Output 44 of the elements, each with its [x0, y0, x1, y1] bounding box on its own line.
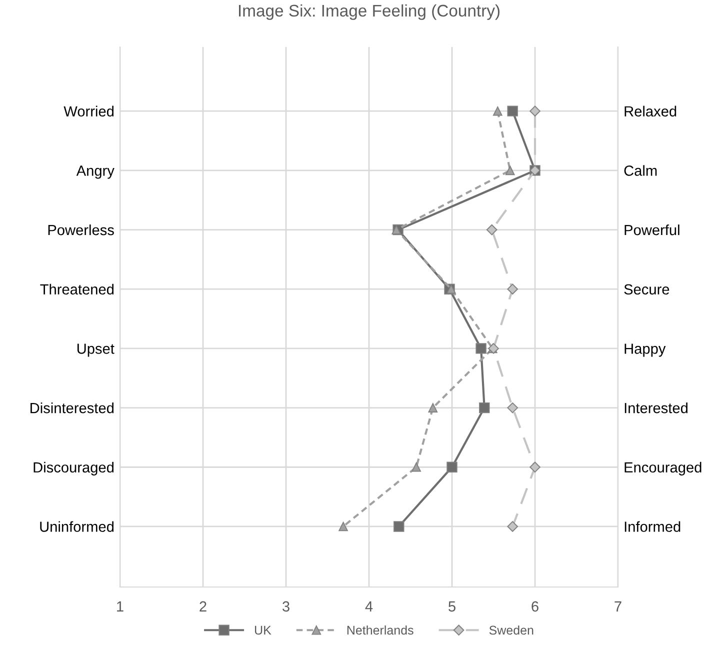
y-tick-label: Angry [76, 166, 114, 179]
y-tick-label: Discouraged [34, 462, 114, 476]
y-tick-label: Uninformed [40, 521, 114, 532]
y2-tick-label: Interested [624, 402, 688, 414]
y2-tick-label: Happy [624, 344, 666, 357]
y-tick-label: Worried [64, 106, 114, 117]
point [446, 284, 456, 294]
y2-tick-label: Relaxed [624, 106, 676, 117]
point [394, 521, 404, 532]
point [507, 106, 518, 116]
x-tick-label: 4 [365, 601, 373, 612]
x-tick-label: 7 [614, 601, 622, 612]
point [507, 521, 518, 532]
y2-tick-label: Informed [624, 521, 680, 532]
legend-label: Sweden [489, 625, 534, 635]
x-tick-label: 6 [532, 601, 538, 612]
y-tick-label: Powerless [48, 224, 114, 236]
y2-tick-label: Secure [624, 284, 670, 295]
point [507, 284, 518, 295]
x-tick-label: 5 [448, 601, 456, 612]
point [505, 166, 515, 176]
point [479, 402, 490, 414]
y-tick-label: Threatened [40, 284, 114, 295]
point [486, 224, 498, 236]
legend-label: UK [255, 626, 272, 635]
chart-title: Image Six: Image Feeling (Country) [239, 4, 500, 20]
point [412, 462, 421, 472]
y2-tick-label: Powerful [624, 224, 680, 236]
y2-tick-label: Calm [624, 165, 657, 176]
point [338, 522, 348, 532]
y-tick-label: Disinterested [30, 402, 114, 414]
legend-label: Netherlands [347, 625, 414, 635]
y2-tick-label: Encouraged [624, 462, 702, 476]
point [446, 462, 458, 472]
x-tick-label: 2 [200, 601, 206, 612]
x-tick-label: 3 [282, 601, 290, 612]
point [428, 403, 438, 412]
y-tick-label: Upset [77, 344, 114, 357]
point [507, 402, 518, 414]
x-tick-label: 1 [117, 601, 124, 612]
point [476, 343, 486, 354]
point [493, 106, 502, 116]
point [530, 106, 540, 116]
point [530, 462, 540, 473]
